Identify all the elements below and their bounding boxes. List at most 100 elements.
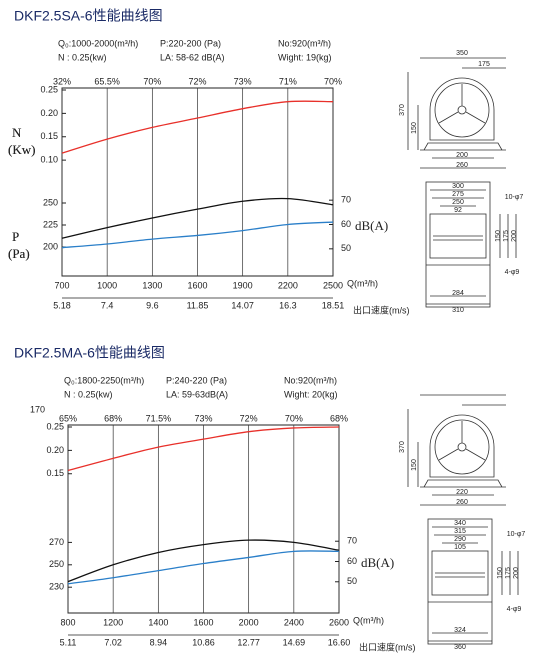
spec: P:240-220 (Pa) <box>166 375 227 385</box>
efficiency-label: 71.5% <box>146 413 172 423</box>
x-axis-label: Q(m³/h) <box>353 615 384 625</box>
speed-axis-label: 出口速度(m/s) <box>359 641 416 652</box>
spec: No:920(m³/h) <box>278 38 331 48</box>
spec: Q₀:1800-2250(m³/h) <box>64 375 144 385</box>
dimension-label: 150 <box>411 459 418 471</box>
speed-label: 18.51 <box>322 300 345 310</box>
y-tick-label: 270 <box>49 537 64 547</box>
y-axis-label: N <box>12 125 22 140</box>
dimension-label: 200 <box>511 230 518 242</box>
efficiency-label: 68% <box>330 413 348 423</box>
speed-label: 7.4 <box>101 300 114 310</box>
y-tick-label: 0.25 <box>40 84 58 94</box>
dimension-label: 150 <box>495 230 502 242</box>
y-axis-label: P <box>12 229 19 244</box>
side-view <box>425 181 517 308</box>
efficiency-label: 65% <box>59 413 77 423</box>
y-tick-label: 225 <box>43 219 58 229</box>
dimension-label: 4-φ9 <box>505 269 520 276</box>
efficiency-label: 72% <box>240 413 258 423</box>
y-tick-label: 0.25 <box>46 421 64 431</box>
speed-label: 12.77 <box>237 637 260 647</box>
efficiency-label: 70% <box>143 76 161 86</box>
dimension-label: 350 <box>456 50 468 57</box>
y-tick-label: 0.20 <box>40 108 58 118</box>
spec: LA: 59-63dB(A) <box>166 389 228 399</box>
y-axis-label: P <box>12 229 19 244</box>
speed-axis-label: 出口速度(m/s) <box>353 304 410 315</box>
x-tick-label: 1600 <box>187 280 207 290</box>
curve <box>61 100 334 154</box>
speed-label: 14.69 <box>283 637 306 647</box>
dimension-label: 150 <box>497 567 504 579</box>
x-tick-label: 1900 <box>233 280 253 290</box>
y-tick-label: 70 <box>341 195 351 205</box>
x-tick-label: 2000 <box>239 617 259 627</box>
dimension-label: 220 <box>456 489 468 496</box>
x-axis-label: Q(m³/h) <box>347 278 378 288</box>
dimension-label: 340 <box>454 520 466 527</box>
note: 170 <box>30 404 45 414</box>
chart-title: DKF2.5MA-6性能曲线图 <box>14 345 165 361</box>
speed-label: 9.6 <box>146 300 159 310</box>
spec: LA: 58-62 dB(A) <box>160 52 225 62</box>
spec: P:220-200 (Pa) <box>160 38 221 48</box>
spec: N : 0.25(kw) <box>64 389 113 399</box>
y-axis-label: (Kw) <box>8 142 35 157</box>
curve <box>67 426 340 472</box>
curve <box>61 221 334 249</box>
efficiency-label: 65.5% <box>94 76 120 86</box>
dimension-label: 260 <box>456 499 468 506</box>
x-tick-label: 1300 <box>142 280 162 290</box>
speed-label: 5.18 <box>53 300 71 310</box>
x-tick-label: 700 <box>54 280 69 290</box>
x-tick-label: 1200 <box>103 617 123 627</box>
side-view <box>427 518 519 645</box>
dimension-label: 370 <box>399 104 406 116</box>
dimension-label: 10-φ7 <box>507 531 526 538</box>
y-axis-label: (Pa) <box>8 246 30 261</box>
curve <box>67 539 340 583</box>
dimension-label: 360 <box>454 644 466 651</box>
y-axis-label: N <box>12 125 22 140</box>
dimension-label: 260 <box>456 162 468 169</box>
y-tick-label: 250 <box>43 197 58 207</box>
efficiency-label: 68% <box>104 413 122 423</box>
x-tick-label: 1600 <box>193 617 213 627</box>
dimension-label: 175 <box>505 567 512 579</box>
speed-label: 14.07 <box>231 300 254 310</box>
dimension-label: 200 <box>513 567 520 579</box>
x-tick-label: 1400 <box>148 617 168 627</box>
dimension-label: 290 <box>454 536 466 543</box>
dimension-label: 310 <box>452 307 464 314</box>
efficiency-label: 32% <box>53 76 71 86</box>
x-tick-label: 1000 <box>97 280 117 290</box>
speed-label: 11.85 <box>187 300 209 310</box>
dimension-label: 4-φ9 <box>507 606 522 613</box>
x-tick-label: 2500 <box>323 280 343 290</box>
chart-title: DKF2.5SA-6性能曲线图 <box>14 8 163 24</box>
y-tick-label: 60 <box>347 556 357 566</box>
efficiency-label: 73% <box>234 76 252 86</box>
y2-axis-label: dB(A) <box>361 555 394 570</box>
efficiency-label: 73% <box>194 413 212 423</box>
speed-label: 16.3 <box>279 300 297 310</box>
spec: Wight: 19(kg) <box>278 52 332 62</box>
y-tick-label: 50 <box>341 243 351 253</box>
x-tick-label: 800 <box>60 617 75 627</box>
efficiency-label: 72% <box>188 76 206 86</box>
dimension-label: 300 <box>452 183 464 190</box>
dimension-label: 324 <box>454 627 466 634</box>
y-axis-label: (Kw) <box>8 142 35 157</box>
efficiency-label: 71% <box>279 76 297 86</box>
dimension-label: 105 <box>454 544 466 551</box>
dimension-label: 250 <box>452 199 464 206</box>
y-tick-label: 230 <box>49 582 64 592</box>
dimension-label: 275 <box>452 191 464 198</box>
dimension-label: 10-φ7 <box>505 194 524 201</box>
speed-label: 16.60 <box>328 637 351 647</box>
y2-axis-label: dB(A) <box>355 218 388 233</box>
dimension-label: 315 <box>454 528 466 535</box>
